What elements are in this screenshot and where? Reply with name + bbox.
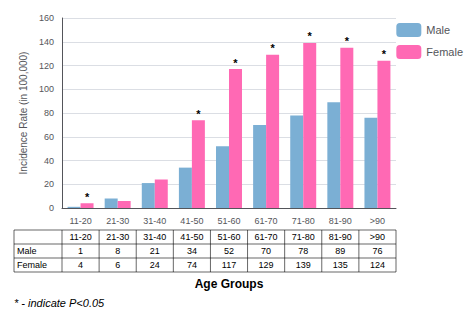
svg-text:61-70: 61-70 <box>255 232 278 242</box>
svg-text:140: 140 <box>39 37 54 47</box>
svg-text:>90: >90 <box>370 216 385 226</box>
svg-text:20: 20 <box>44 179 54 189</box>
svg-text:78: 78 <box>298 246 308 256</box>
svg-text:71-80: 71-80 <box>292 232 315 242</box>
svg-text:139: 139 <box>296 260 311 270</box>
svg-text:71-80: 71-80 <box>292 216 315 226</box>
svg-text:1: 1 <box>78 246 83 256</box>
svg-text:*: * <box>196 108 201 120</box>
svg-text:70: 70 <box>261 246 271 256</box>
svg-text:60: 60 <box>44 132 54 142</box>
svg-text:0: 0 <box>49 203 54 213</box>
svg-text:*: * <box>233 57 238 69</box>
svg-text:4: 4 <box>78 260 83 270</box>
svg-text:11-20: 11-20 <box>69 232 91 242</box>
svg-text:81-90: 81-90 <box>329 216 352 226</box>
svg-text:*: * <box>308 30 313 42</box>
svg-text:21-30: 21-30 <box>106 216 129 226</box>
svg-text:40: 40 <box>44 156 54 166</box>
svg-text:Female: Female <box>426 46 463 58</box>
svg-text:81-90: 81-90 <box>329 232 352 242</box>
svg-text:80: 80 <box>44 108 54 118</box>
svg-text:Male: Male <box>17 246 37 256</box>
svg-text:124: 124 <box>370 260 385 270</box>
svg-text:100: 100 <box>39 84 54 94</box>
svg-text:160: 160 <box>39 13 54 23</box>
svg-text:6: 6 <box>115 260 120 270</box>
svg-text:Age Groups: Age Groups <box>195 277 264 291</box>
svg-text:117: 117 <box>222 260 236 270</box>
svg-text:41-50: 41-50 <box>180 216 203 226</box>
svg-text:>90: >90 <box>370 232 385 242</box>
svg-text:11-20: 11-20 <box>69 216 91 226</box>
svg-text:129: 129 <box>259 260 274 270</box>
svg-text:74: 74 <box>187 260 197 270</box>
svg-text:Male: Male <box>426 24 450 36</box>
svg-text:135: 135 <box>333 260 348 270</box>
svg-text:34: 34 <box>187 246 197 256</box>
svg-text:61-70: 61-70 <box>255 216 278 226</box>
svg-text:21: 21 <box>150 246 160 256</box>
svg-text:* - indicate P<0.05: * - indicate P<0.05 <box>14 297 105 309</box>
svg-text:24: 24 <box>150 260 160 270</box>
svg-text:51-60: 51-60 <box>217 232 240 242</box>
svg-text:31-40: 31-40 <box>143 216 166 226</box>
svg-text:Incidence Rate (in 100,000): Incidence Rate (in 100,000) <box>18 52 29 175</box>
svg-text:31-40: 31-40 <box>143 232 166 242</box>
svg-text:51-60: 51-60 <box>217 216 240 226</box>
svg-text:*: * <box>270 42 275 54</box>
svg-text:120: 120 <box>39 61 54 71</box>
svg-text:41-50: 41-50 <box>180 232 203 242</box>
svg-text:8: 8 <box>115 246 120 256</box>
svg-text:52: 52 <box>224 246 234 256</box>
svg-text:*: * <box>85 191 90 203</box>
svg-text:76: 76 <box>372 246 382 256</box>
svg-text:Female: Female <box>17 260 47 270</box>
svg-text:*: * <box>345 35 350 47</box>
svg-text:21-30: 21-30 <box>106 232 129 242</box>
svg-text:89: 89 <box>335 246 345 256</box>
svg-text:*: * <box>382 48 387 60</box>
